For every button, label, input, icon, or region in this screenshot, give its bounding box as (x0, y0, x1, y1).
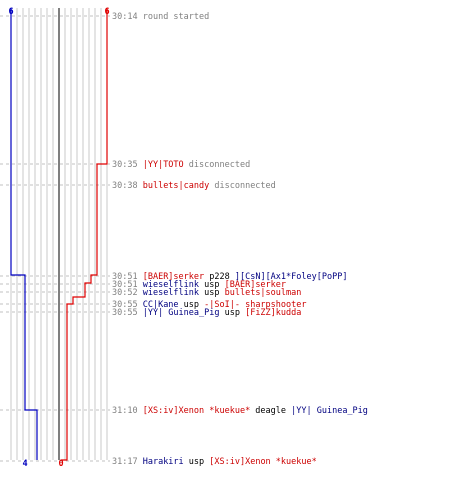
event-part: Harakiri (143, 457, 184, 467)
event-part: [FiZZ]kudda (245, 308, 301, 318)
event-text: 31:17 Harakiri usp [XS:iv]Xenon *kuekue* (112, 457, 317, 467)
event-part: usp (179, 300, 205, 310)
event-time: 30:51 (112, 272, 143, 282)
blue-end-count: 4 (22, 459, 27, 469)
blue-team-line (10, 8, 38, 460)
event-part: usp (199, 288, 225, 298)
red-end-count: 0 (58, 459, 63, 469)
event-text: 30:55 CC|Kane usp -|SoI|- sharpshooter (112, 300, 307, 310)
event-part: |YY| Guinea_Pig (291, 406, 368, 416)
event-part: wieselflink (143, 280, 199, 290)
event-part: p228 (204, 272, 235, 282)
event-text: 30:51 wieselflink usp [BAER]serker (112, 280, 286, 290)
event-part: round started (143, 12, 210, 22)
event-part: wieselflink (143, 288, 199, 298)
event-labels: 30:14 round started 30:35 |YY|TOTO discon… (112, 12, 368, 467)
event-time: 30:38 (112, 181, 143, 191)
event-part: deagle (250, 406, 291, 416)
event-part: [XS:iv]Xenon *kuekue* (143, 406, 250, 416)
event-part: -|SoI|- sharpshooter (204, 300, 306, 310)
event-part: disconnected (184, 160, 251, 170)
event-time: 30:55 (112, 300, 143, 310)
event-time: 30:55 (112, 308, 143, 318)
event-part: usp (184, 457, 210, 467)
event-text: 30:55 |YY| Guinea_Pig usp [FiZZ]kudda (112, 308, 301, 318)
event-text: 30:14 round started (112, 12, 209, 22)
event-part: bullets|candy (143, 181, 210, 191)
event-time: 30:51 (112, 280, 143, 290)
event-part: usp (219, 308, 245, 318)
event-time: 30:52 (112, 288, 143, 298)
player-count-grid (10, 8, 108, 460)
event-part: disconnected (209, 181, 276, 191)
event-part: [BAER]serker (225, 280, 286, 290)
team-count-lines (10, 8, 108, 461)
event-text: 31:10 [XS:iv]Xenon *kuekue* deagle |YY| … (112, 406, 368, 416)
event-part: |YY|TOTO (143, 160, 184, 170)
event-part: bullets|soulman (225, 288, 302, 298)
event-part: [XS:iv]Xenon *kuekue* (209, 457, 316, 467)
event-part: usp (199, 280, 225, 290)
event-time: 31:10 (112, 406, 143, 416)
event-time: 31:17 (112, 457, 143, 467)
event-text: 30:52 wieselflink usp bullets|soulman (112, 288, 301, 298)
event-time: 30:35 (112, 160, 143, 170)
event-part: ][CsN][Ax1*Foley[PoPP] (235, 272, 348, 282)
blue-start-count: 6 (8, 7, 13, 17)
event-part: [BAER]serker (143, 272, 204, 282)
event-part: |YY| Guinea_Pig (143, 308, 220, 318)
event-guide-lines (0, 15, 110, 462)
event-text: 30:51 [BAER]serker p228 ][CsN][Ax1*Foley… (112, 272, 347, 282)
red-team-line (61, 8, 108, 461)
event-time: 30:14 (112, 12, 143, 22)
event-text: 30:35 |YY|TOTO disconnected (112, 160, 250, 170)
event-part: CC|Kane (143, 300, 179, 310)
event-text: 30:38 bullets|candy disconnected (112, 181, 276, 191)
red-start-count: 6 (104, 7, 109, 17)
team-count-labels: 6 6 4 0 (8, 7, 109, 469)
